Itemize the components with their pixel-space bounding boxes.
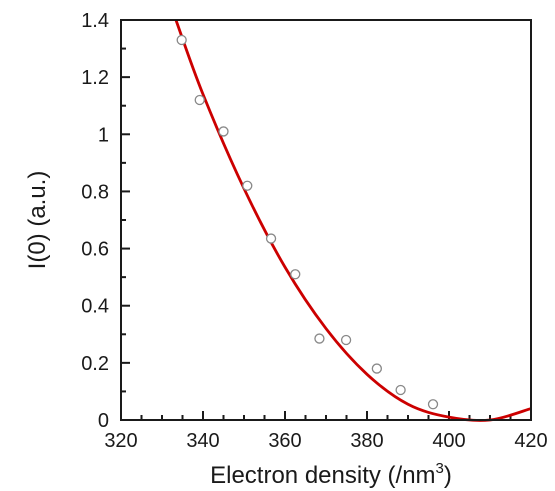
x-tick-label: 400 <box>432 430 465 452</box>
x-tick-label: 420 <box>514 430 547 452</box>
x-tick-label: 320 <box>104 430 137 452</box>
data-point <box>314 333 325 344</box>
x-tick-label: 360 <box>268 430 301 452</box>
y-tick-label: 0.2 <box>81 353 109 375</box>
x-tick-label: 380 <box>350 430 383 452</box>
data-point <box>265 233 277 244</box>
data-point <box>194 94 205 106</box>
plot-frame <box>120 19 532 421</box>
data-point <box>242 180 253 191</box>
x-tick-labels: 320 340 360 380 400 420 <box>104 430 547 452</box>
y-tick-label: 0.4 <box>81 296 109 318</box>
y-tick-label: 1.2 <box>81 67 109 89</box>
data-points <box>176 34 439 410</box>
data-point <box>176 34 187 46</box>
data-point <box>371 363 382 374</box>
data-point <box>290 269 301 280</box>
data-point <box>218 126 229 137</box>
x-tick-label: 340 <box>186 430 219 452</box>
minor-ticks <box>121 47 512 420</box>
x-axis-title: Electron density (/nm3) <box>210 460 452 489</box>
y-tick-label: 0.6 <box>81 239 109 261</box>
y-tick-labels: 0 0.2 0.4 0.6 0.8 1 1.2 1.4 <box>81 10 109 432</box>
fit-curve <box>174 19 532 422</box>
y-tick-label: 0.8 <box>81 181 109 203</box>
y-tick-label: 1 <box>98 124 109 146</box>
y-tick-label: 1.4 <box>81 10 109 32</box>
y-tick-label: 0 <box>98 410 109 432</box>
data-point <box>395 384 406 396</box>
major-ticks <box>120 19 532 421</box>
data-point <box>427 399 439 410</box>
data-point <box>340 334 352 346</box>
y-axis-title: I(0) (a.u.) <box>24 171 51 270</box>
